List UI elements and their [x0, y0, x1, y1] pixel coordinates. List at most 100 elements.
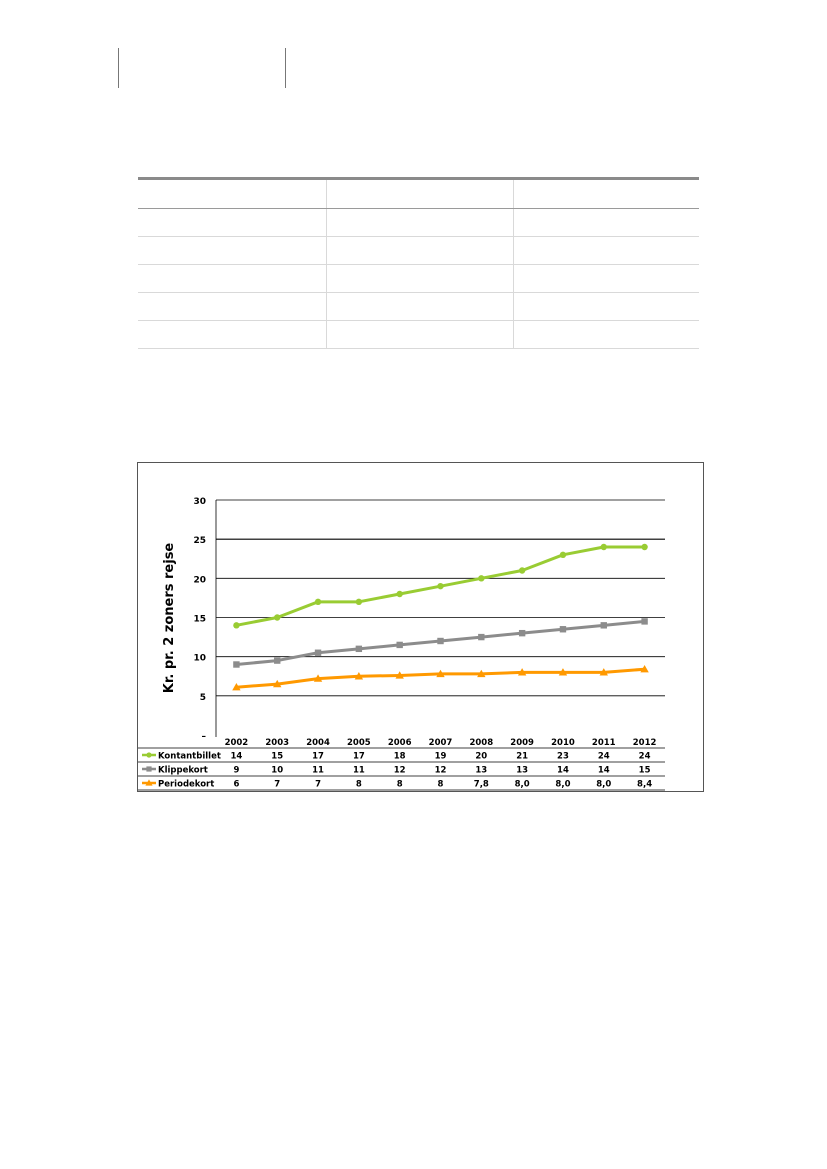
data-point	[146, 766, 152, 772]
table-row	[138, 264, 699, 293]
data-table-value: 17	[353, 752, 365, 762]
data-table-value: 8	[438, 780, 444, 790]
data-point	[395, 671, 404, 679]
table-cell	[138, 177, 327, 209]
table-row	[138, 177, 699, 209]
table-cell	[513, 236, 699, 265]
category-label: 2007	[429, 738, 453, 748]
data-table-value: 24	[639, 752, 651, 762]
data-point	[355, 645, 363, 653]
data-table-value: 11	[312, 766, 324, 776]
table-cell	[326, 236, 514, 265]
line-chart: – 5 10 15 20 25 30 Kr. pr. 2 zoners rejse 2002…	[138, 497, 665, 791]
data-table-value: 20	[475, 752, 487, 762]
data-point	[478, 575, 485, 582]
table-cell	[326, 208, 514, 237]
data-point	[517, 668, 527, 676]
category-label: 2008	[469, 738, 493, 748]
data-point	[396, 641, 403, 649]
data-point	[518, 567, 526, 574]
table-cell	[513, 320, 699, 349]
y-axis-label: Kr. pr. 2 zoners rejse	[162, 543, 177, 694]
table-cell	[138, 236, 327, 265]
data-point	[273, 679, 282, 688]
y-tick-label: 25	[193, 536, 206, 546]
table-cell	[138, 292, 327, 321]
data-table-value: 14	[557, 766, 569, 776]
category-label: 2002	[225, 738, 249, 748]
data-table-value: 8,0	[555, 780, 570, 790]
category-label: 2005	[347, 738, 371, 748]
table-cell	[513, 292, 699, 321]
data-table-value: 8,4	[637, 780, 652, 790]
y-tick-label: 20	[193, 575, 206, 585]
table-cell	[138, 264, 327, 293]
data-table-value: 13	[475, 766, 487, 776]
data-table-value: 8	[356, 780, 362, 790]
data-point	[274, 614, 281, 621]
table-row	[138, 236, 699, 265]
data-point	[599, 668, 608, 676]
y-tick-label: 15	[193, 615, 206, 625]
data-point	[274, 657, 281, 664]
data-point	[437, 637, 444, 645]
data-table-value: 7	[315, 780, 321, 790]
data-table-value: 17	[312, 752, 324, 762]
header-rule-left	[118, 48, 119, 88]
category-label: 2011	[592, 738, 616, 748]
table-cell	[138, 320, 327, 349]
category-label: 2006	[388, 738, 412, 748]
y-axis-ticks: – 5 10 15 20 25 30	[193, 497, 206, 742]
data-point	[640, 665, 649, 673]
data-point	[396, 590, 403, 598]
data-point	[232, 683, 241, 691]
data-table-value: 24	[598, 752, 610, 762]
data-point	[600, 622, 607, 629]
series-periodekort	[232, 665, 649, 691]
table-cell	[326, 264, 514, 293]
data-table-value: 15	[271, 752, 283, 762]
data-table-value: 12	[435, 766, 447, 776]
gridlines	[215, 499, 665, 737]
category-label: 2010	[551, 738, 575, 748]
data-table-value: 15	[639, 766, 651, 776]
data-table-value: 8,0	[596, 780, 611, 790]
table-cell	[138, 208, 327, 237]
series-lines	[232, 543, 649, 691]
data-point	[355, 598, 363, 606]
y-tick-label: 30	[193, 497, 206, 507]
data-point	[314, 598, 322, 606]
data-table-value: 14	[598, 766, 610, 776]
series-kontantbillet	[233, 543, 648, 629]
data-table-value: 23	[557, 752, 569, 762]
data-table-value: 10	[271, 766, 283, 776]
table-cell	[513, 264, 699, 293]
data-point	[478, 633, 485, 641]
data-table-value: 9	[233, 766, 239, 776]
data-table-value: 11	[353, 766, 365, 776]
legend-label: Kontantbillet	[158, 752, 221, 762]
data-point	[559, 626, 567, 633]
data-point	[314, 649, 322, 656]
table-row	[138, 208, 699, 237]
table-cell	[513, 177, 699, 209]
data-point	[641, 618, 648, 625]
data-point	[436, 669, 445, 678]
table-cell	[326, 320, 514, 349]
data-point	[559, 551, 567, 559]
legend-label: Periodekort	[158, 780, 214, 790]
data-table-value: 12	[394, 766, 406, 776]
data-table-value: 7	[274, 780, 280, 790]
category-label: 2003	[265, 738, 289, 748]
category-label: 2009	[510, 738, 534, 748]
table-row	[138, 292, 699, 321]
legend-label: Klippekort	[158, 766, 208, 776]
data-point	[313, 674, 323, 682]
data-table-value: 19	[435, 752, 447, 762]
y-tick-label: 5	[200, 693, 206, 703]
data-point	[518, 629, 526, 637]
data-table-value: 21	[516, 752, 528, 762]
y-tick-label: –	[202, 732, 207, 742]
data-point	[558, 668, 568, 676]
category-label: 2004	[306, 738, 330, 748]
